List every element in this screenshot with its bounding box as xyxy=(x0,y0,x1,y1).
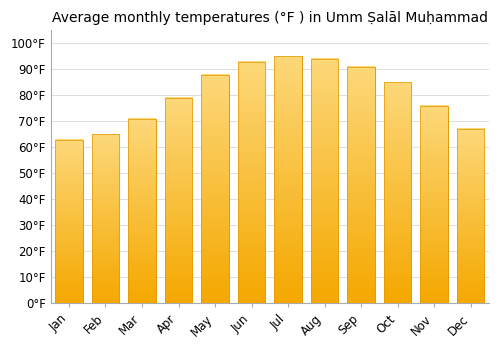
Bar xyxy=(56,140,82,303)
Bar xyxy=(165,98,192,303)
Bar xyxy=(311,59,338,303)
Bar xyxy=(202,75,228,303)
Bar xyxy=(238,62,265,303)
Bar xyxy=(420,106,448,303)
Title: Average monthly temperatures (°F ) in Umm Ṣalāl Muḥammad: Average monthly temperatures (°F ) in Um… xyxy=(52,11,488,25)
Bar xyxy=(92,134,119,303)
Bar xyxy=(348,67,375,303)
Bar xyxy=(420,106,448,303)
Bar xyxy=(311,59,338,303)
Bar xyxy=(128,119,156,303)
Bar xyxy=(457,129,484,303)
Bar xyxy=(165,98,192,303)
Bar xyxy=(384,83,411,303)
Bar xyxy=(348,67,375,303)
Bar xyxy=(56,140,82,303)
Bar xyxy=(128,119,156,303)
Bar xyxy=(457,129,484,303)
Bar xyxy=(92,134,119,303)
Bar xyxy=(274,56,302,303)
Bar xyxy=(384,83,411,303)
Bar xyxy=(202,75,228,303)
Bar xyxy=(238,62,265,303)
Bar xyxy=(274,56,302,303)
